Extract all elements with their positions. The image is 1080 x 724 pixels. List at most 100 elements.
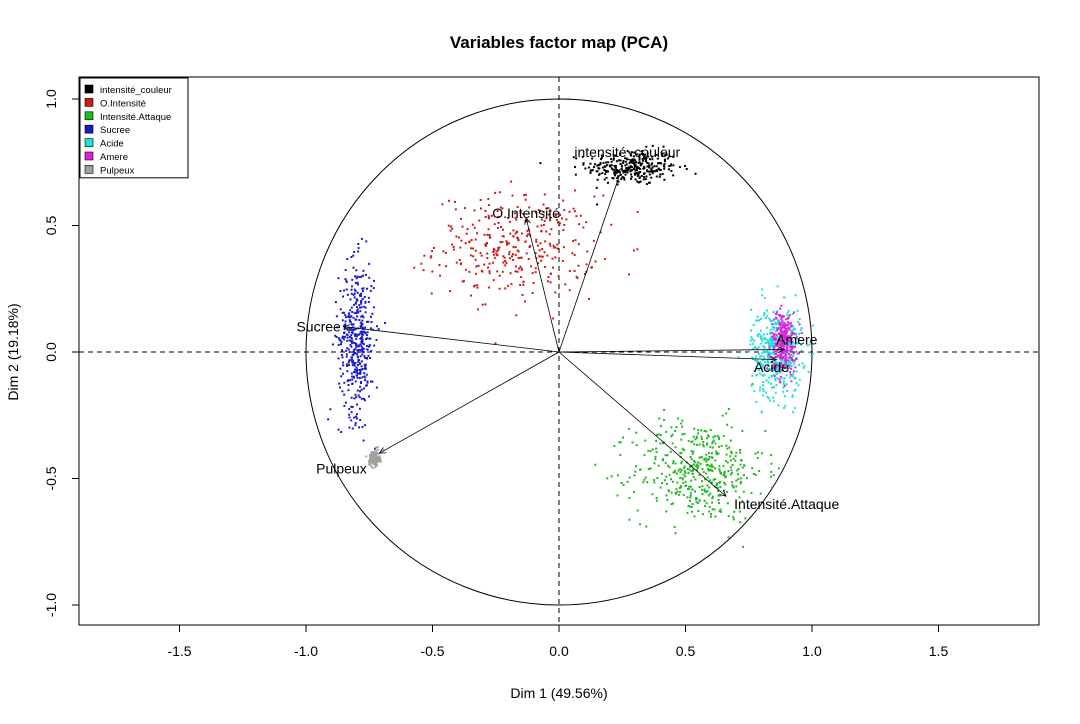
chart-title: Variables factor map (PCA): [450, 33, 668, 52]
data-point: [616, 183, 619, 186]
data-point: [611, 168, 614, 171]
data-point: [772, 337, 775, 340]
data-point: [528, 245, 531, 248]
data-point: [763, 349, 766, 352]
data-point: [781, 352, 784, 355]
data-point: [759, 329, 762, 332]
data-point: [779, 314, 782, 317]
data-point: [481, 303, 484, 306]
data-point: [715, 484, 718, 487]
data-point: [585, 221, 588, 224]
data-point: [772, 339, 775, 342]
data-point: [355, 277, 358, 280]
data-point: [693, 443, 696, 446]
data-point: [430, 292, 433, 295]
data-point: [562, 228, 565, 231]
data-point: [355, 370, 358, 373]
data-point: [711, 465, 714, 468]
variable-label: Amere: [776, 331, 817, 347]
data-point: [352, 326, 355, 329]
data-point: [725, 453, 728, 456]
data-point: [588, 297, 591, 300]
data-point: [530, 265, 533, 268]
data-point: [783, 395, 786, 398]
data-point: [511, 194, 514, 197]
data-point: [719, 508, 722, 511]
data-point: [364, 273, 367, 276]
data-point: [779, 333, 782, 336]
data-point: [603, 168, 606, 171]
data-point: [512, 235, 515, 238]
data-point: [665, 482, 668, 485]
data-point: [757, 362, 760, 365]
legend-entry: intensité_couleur: [100, 85, 172, 96]
data-point: [659, 425, 662, 428]
data-point: [360, 388, 363, 391]
data-point: [351, 375, 354, 378]
data-point: [345, 279, 348, 282]
data-point: [630, 166, 633, 169]
data-point: [374, 462, 377, 465]
data-point: [798, 323, 801, 326]
data-point: [741, 500, 744, 503]
data-point: [618, 441, 621, 444]
data-point: [348, 335, 351, 338]
data-point: [793, 345, 796, 348]
data-point: [712, 436, 715, 439]
data-point: [806, 344, 809, 347]
data-point: [760, 410, 763, 413]
data-point: [774, 379, 777, 382]
data-point: [353, 342, 356, 345]
data-point: [549, 244, 552, 247]
data-point: [461, 280, 464, 283]
data-point: [762, 337, 765, 340]
data-point: [651, 448, 654, 451]
data-point: [628, 496, 631, 499]
data-point: [375, 446, 378, 449]
data-point: [782, 363, 785, 366]
data-point: [606, 181, 609, 184]
data-point: [638, 158, 641, 161]
data-point: [677, 469, 680, 472]
data-point: [730, 426, 733, 429]
data-point: [791, 331, 794, 334]
data-point: [674, 430, 677, 433]
data-point: [346, 336, 349, 339]
data-point: [689, 499, 692, 502]
data-point: [789, 332, 792, 335]
data-point: [593, 195, 596, 198]
data-point: [782, 390, 785, 393]
data-point: [623, 178, 626, 181]
data-point: [339, 308, 342, 311]
point-cloud-Amere: [766, 304, 803, 387]
data-point: [778, 338, 781, 341]
data-point: [761, 363, 764, 366]
data-point: [614, 154, 617, 157]
data-point: [507, 284, 510, 287]
data-point: [757, 319, 760, 322]
variable-label: Acide: [754, 359, 789, 375]
data-point: [703, 457, 706, 460]
data-point: [789, 321, 792, 324]
data-point: [349, 321, 352, 324]
data-point: [777, 467, 780, 470]
data-point: [376, 464, 379, 467]
data-point: [808, 343, 811, 346]
data-point: [653, 481, 656, 484]
data-point: [719, 472, 722, 475]
data-point: [691, 472, 694, 475]
data-point: [631, 161, 634, 164]
data-point: [659, 434, 662, 437]
data-point: [368, 395, 371, 398]
data-point: [336, 326, 339, 329]
data-point: [724, 476, 727, 479]
data-point: [492, 247, 495, 250]
data-point: [675, 472, 678, 475]
data-point: [352, 266, 355, 269]
data-point: [596, 178, 599, 181]
data-point: [715, 453, 718, 456]
arrowhead: [524, 217, 531, 225]
data-point: [662, 145, 665, 148]
data-point: [557, 221, 560, 224]
